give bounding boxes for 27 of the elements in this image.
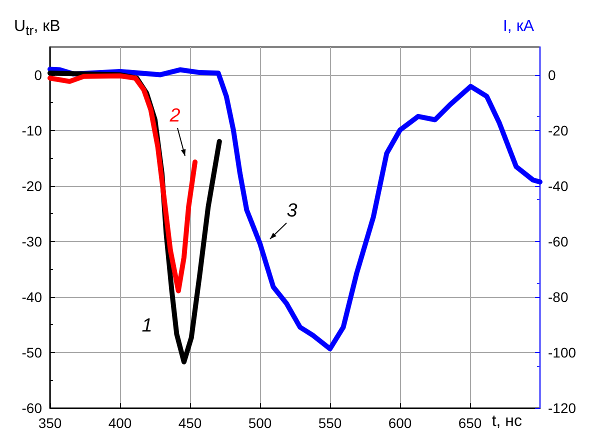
annotation: 1 [142, 316, 152, 336]
y-tick-label: -30 [22, 233, 42, 250]
y2-tick-label: -40 [548, 178, 568, 194]
x-tick-label: 500 [248, 415, 272, 431]
y2-tick-label: 0 [548, 66, 556, 83]
y2-tick-label: -60 [548, 233, 568, 250]
y2-tick-label: -80 [548, 288, 568, 305]
y2-tick-label: -20 [548, 122, 568, 138]
annotation: 2 [168, 106, 181, 126]
y2-tick-label: -120 [548, 400, 576, 416]
y-tick-label: -60 [22, 400, 42, 416]
x-axis-title: t, нс [492, 413, 522, 431]
y-tick-label: -20 [22, 178, 42, 194]
x-tick-label: 350 [38, 415, 62, 431]
y-tick-label: -50 [22, 344, 42, 360]
y-tick-label: -10 [22, 122, 42, 138]
x-tick-label: 600 [388, 415, 412, 431]
x-tick-label: 400 [108, 415, 132, 431]
y-tick-label: 0 [34, 66, 42, 83]
x-tick-label: 650 [458, 415, 482, 431]
annotation: 3 [286, 200, 298, 222]
y2-axis-title: I, кА [502, 18, 534, 36]
y-axis-title: U$_{tr}$, кВ [14, 18, 60, 38]
y-tick-label: -40 [22, 288, 42, 305]
x-tick-label: 450 [178, 415, 202, 431]
x-tick-label: 550 [318, 415, 342, 431]
y2-tick-label: -100 [548, 344, 576, 360]
